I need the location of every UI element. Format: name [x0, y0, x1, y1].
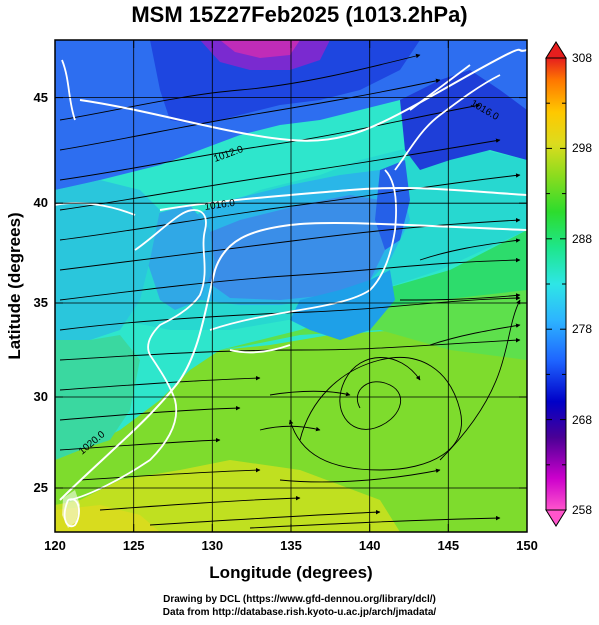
colorbar-label-258: 258	[572, 503, 592, 517]
colorbar: 308 298 288 278 268 258	[545, 41, 592, 527]
colorbar-label-308: 308	[572, 51, 592, 65]
colorbar-label-278: 278	[572, 322, 592, 336]
y-axis-label: Latitude (degrees)	[5, 212, 24, 359]
y-tick-labels: 25 30 35 40 45	[34, 90, 48, 495]
isobars	[59, 48, 527, 501]
map-title: MSM 15Z27Feb2025 (1013.2hPa)	[131, 2, 468, 27]
colorbar-label-298: 298	[572, 141, 592, 155]
x-tick-125: 125	[123, 538, 145, 553]
colorbar-top-triangle	[545, 41, 567, 59]
x-tick-140: 140	[359, 538, 381, 553]
colorbar-ticks	[546, 57, 566, 511]
y-tick-45: 45	[34, 90, 48, 105]
credit-drawing: Drawing by DCL (https://www.gfd-dennou.o…	[163, 594, 436, 605]
x-axis-label: Longitude (degrees)	[209, 563, 372, 582]
x-tick-135: 135	[280, 538, 302, 553]
x-tick-145: 145	[437, 538, 459, 553]
axis-ticks	[54, 40, 528, 532]
colorbar-bottom-triangle	[545, 509, 567, 527]
y-tick-35: 35	[34, 295, 48, 310]
wind-streamlines	[59, 53, 521, 529]
y-tick-25: 25	[34, 480, 48, 495]
credits: Drawing by DCL (https://www.gfd-dennou.o…	[0, 593, 599, 619]
y-tick-40: 40	[34, 195, 48, 210]
credit-data: Data from http://database.rish.kyoto-u.a…	[162, 607, 437, 618]
x-tick-130: 130	[201, 538, 223, 553]
colorbar-label-288: 288	[572, 232, 592, 246]
y-tick-30: 30	[34, 389, 48, 404]
x-tick-150: 150	[516, 538, 538, 553]
graticule	[55, 40, 527, 532]
colorbar-label-268: 268	[572, 413, 592, 427]
x-tick-120: 120	[44, 538, 66, 553]
x-tick-labels: 120 125 130 135 140 145 150	[44, 538, 538, 553]
